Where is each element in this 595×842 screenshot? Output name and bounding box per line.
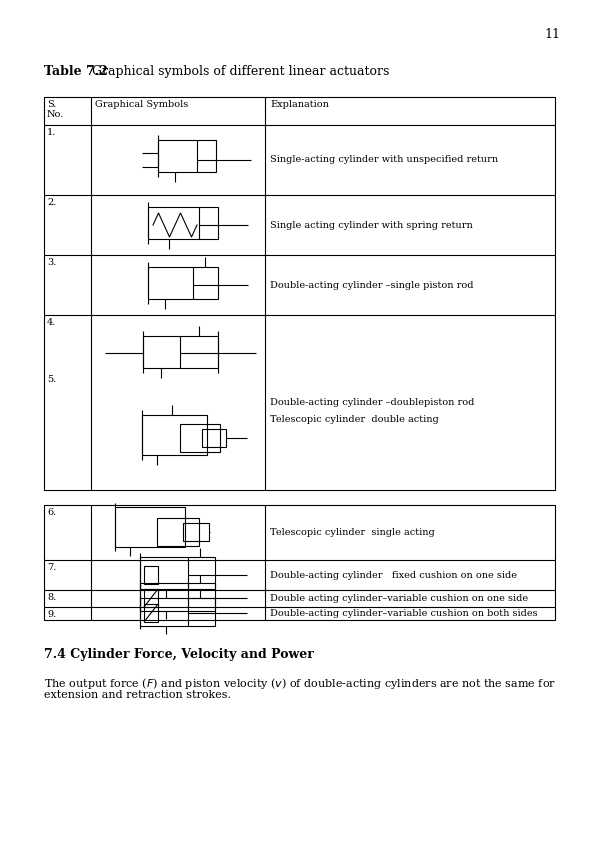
Bar [144,604,158,622]
Text: S.
No.: S. No. [47,100,64,120]
Text: Double-acting cylinder –single piston rod: Double-acting cylinder –single piston ro… [270,280,474,290]
Text: 11: 11 [544,28,560,41]
Text: 1.: 1. [47,128,57,137]
Text: extension and retraction strokes.: extension and retraction strokes. [44,690,231,700]
Bar [144,589,158,607]
Text: Double-acting cylinder –doublepiston rod: Double-acting cylinder –doublepiston rod [270,398,474,407]
Text: 5.: 5. [47,375,57,384]
Text: Single-acting cylinder with unspecified return: Single-acting cylinder with unspecified … [270,156,498,164]
Text: Double-acting cylinder–variable cushion on both sides: Double-acting cylinder–variable cushion … [270,609,538,618]
Bar [183,523,209,541]
Bar [180,424,220,452]
Text: Double acting cylinder–variable cushion on one side: Double acting cylinder–variable cushion … [270,594,528,603]
Text: 3.: 3. [47,258,57,267]
Text: Explanation: Explanation [270,100,329,109]
Text: Telescopic cylinder  double acting: Telescopic cylinder double acting [270,415,439,424]
Bar [144,566,158,584]
Text: Double-acting cylinder   fixed cushion on one side: Double-acting cylinder fixed cushion on … [270,571,517,579]
Bar [202,429,226,447]
Bar [158,140,216,172]
Text: Graphical symbols of different linear actuators: Graphical symbols of different linear ac… [88,65,389,78]
Text: Single acting cylinder with spring return: Single acting cylinder with spring retur… [270,221,473,230]
Text: 7.4 Cylinder Force, Velocity and Power: 7.4 Cylinder Force, Velocity and Power [44,648,314,661]
Text: 9.: 9. [47,610,57,619]
Bar [44,97,555,490]
Text: 4.: 4. [47,318,57,327]
Text: 8.: 8. [47,593,57,602]
Text: The output force ($\mathit{F}$) and piston velocity ($\mathit{v}$) of double-act: The output force ($\mathit{F}$) and pist… [44,676,556,691]
Bar [142,415,207,455]
Text: Graphical Symbols: Graphical Symbols [95,100,188,109]
Text: 2.: 2. [47,198,57,207]
Bar [148,267,218,299]
Bar [140,557,215,589]
Bar [148,207,218,239]
Text: 7.: 7. [47,563,57,572]
Text: Telescopic cylinder  single acting: Telescopic cylinder single acting [270,528,435,537]
Bar [140,583,215,611]
Bar [115,507,185,547]
Bar [157,518,199,546]
Bar [140,598,215,626]
Bar [143,336,218,368]
Bar [44,505,555,620]
Text: Table 7.2: Table 7.2 [44,65,108,78]
Text: 6.: 6. [47,508,57,517]
